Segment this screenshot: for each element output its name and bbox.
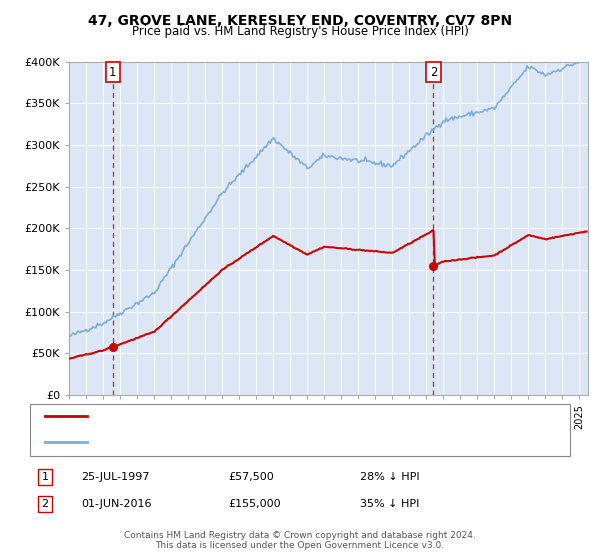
Text: Contains HM Land Registry data © Crown copyright and database right 2024.
This d: Contains HM Land Registry data © Crown c…: [124, 530, 476, 550]
Text: 28% ↓ HPI: 28% ↓ HPI: [360, 472, 419, 482]
Text: 2: 2: [430, 66, 437, 79]
Text: 2: 2: [41, 499, 49, 509]
Text: £155,000: £155,000: [228, 499, 281, 509]
Text: £57,500: £57,500: [228, 472, 274, 482]
Text: 01-JUN-2016: 01-JUN-2016: [81, 499, 151, 509]
Text: 35% ↓ HPI: 35% ↓ HPI: [360, 499, 419, 509]
Text: Price paid vs. HM Land Registry's House Price Index (HPI): Price paid vs. HM Land Registry's House …: [131, 25, 469, 38]
Text: 47, GROVE LANE, KERESLEY END, COVENTRY, CV7 8PN: 47, GROVE LANE, KERESLEY END, COVENTRY, …: [88, 14, 512, 28]
Text: 25-JUL-1997: 25-JUL-1997: [81, 472, 149, 482]
Text: HPI: Average price, detached house, Nuneaton and Bedworth: HPI: Average price, detached house, Nune…: [93, 437, 413, 446]
Text: 47, GROVE LANE, KERESLEY END, COVENTRY, CV7 8PN (detached house): 47, GROVE LANE, KERESLEY END, COVENTRY, …: [93, 412, 473, 421]
Text: 1: 1: [109, 66, 116, 79]
Text: 1: 1: [41, 472, 49, 482]
